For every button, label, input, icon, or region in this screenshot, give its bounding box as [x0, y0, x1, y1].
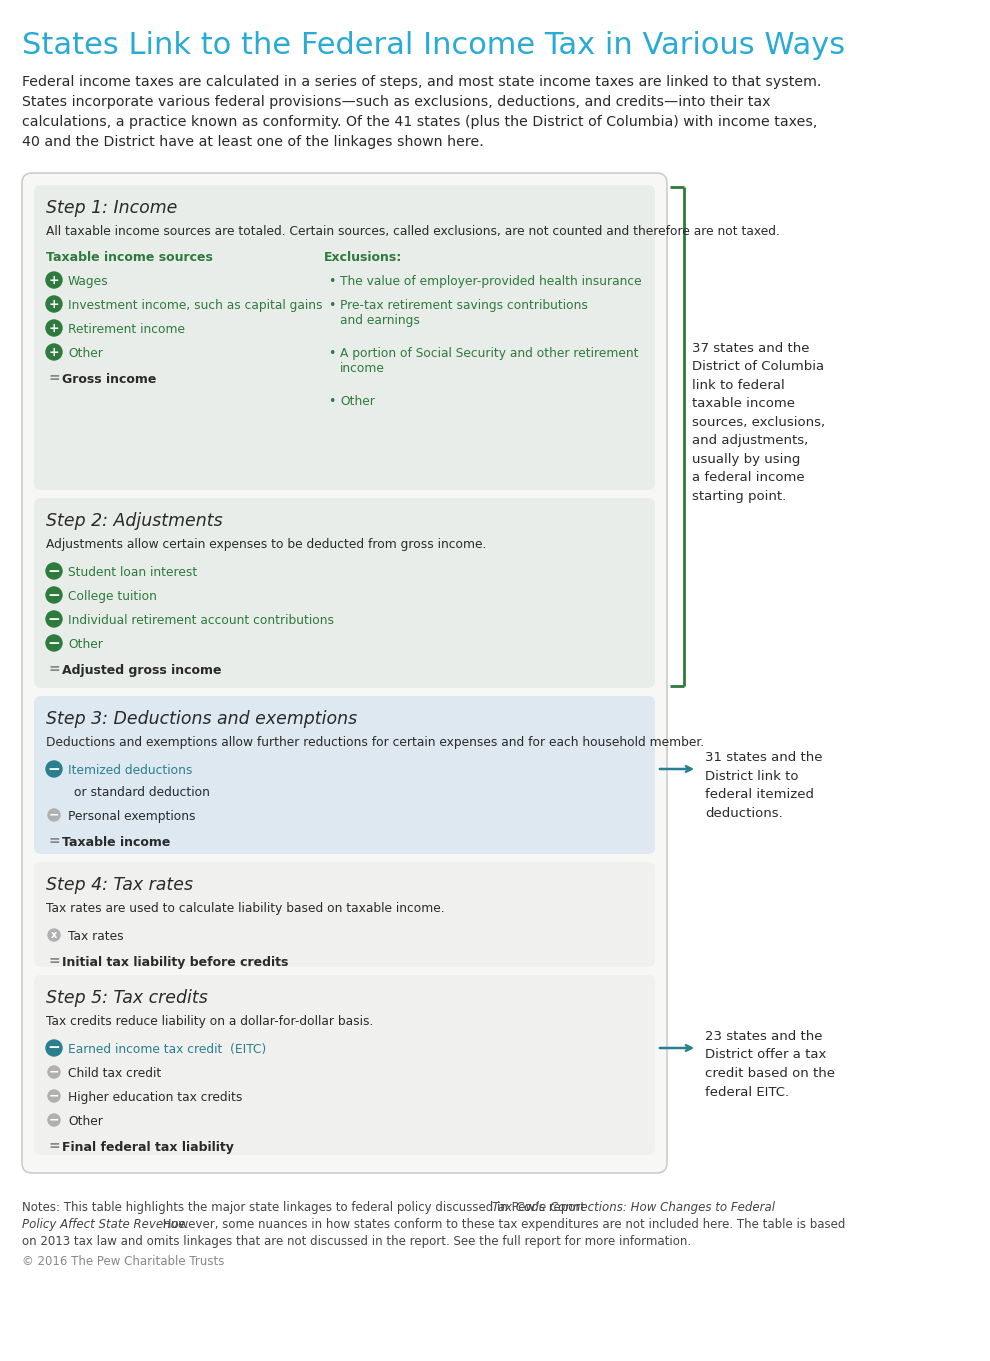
- Text: College tuition: College tuition: [68, 591, 156, 603]
- FancyBboxPatch shape: [34, 185, 655, 490]
- Text: Gross income: Gross income: [62, 373, 156, 387]
- Text: Tax credits reduce liability on a dollar-for-dollar basis.: Tax credits reduce liability on a dollar…: [46, 1015, 373, 1028]
- Text: A portion of Social Security and other retirement
income: A portion of Social Security and other r…: [340, 347, 639, 376]
- Circle shape: [46, 761, 62, 777]
- Text: Wages: Wages: [68, 275, 109, 289]
- FancyBboxPatch shape: [34, 498, 655, 689]
- Text: 31 states and the
District link to
federal itemized
deductions.: 31 states and the District link to feder…: [705, 751, 823, 819]
- Text: −: −: [48, 588, 60, 603]
- Text: +: +: [49, 274, 59, 287]
- Text: +: +: [49, 298, 59, 310]
- Text: Investment income, such as capital gains: Investment income, such as capital gains: [68, 299, 323, 312]
- Text: Step 3: Deductions and exemptions: Step 3: Deductions and exemptions: [46, 710, 357, 728]
- Text: However, some nuances in how states conform to these tax expenditures are not in: However, some nuances in how states conf…: [159, 1218, 845, 1230]
- Text: Notes: This table highlights the major state linkages to federal policy discusse: Notes: This table highlights the major s…: [22, 1200, 589, 1214]
- Text: −: −: [49, 1113, 59, 1127]
- Text: Final federal tax liability: Final federal tax liability: [62, 1141, 234, 1154]
- FancyBboxPatch shape: [22, 173, 667, 1173]
- Text: −: −: [49, 1066, 59, 1078]
- Circle shape: [48, 1090, 60, 1102]
- Text: States Link to the Federal Income Tax in Various Ways: States Link to the Federal Income Tax in…: [22, 31, 845, 60]
- Text: Other: Other: [68, 638, 103, 651]
- Text: Personal exemptions: Personal exemptions: [68, 810, 195, 823]
- Text: Pre-tax retirement savings contributions
and earnings: Pre-tax retirement savings contributions…: [340, 299, 588, 327]
- Text: on 2013 tax law and omits linkages that are not discussed in the report. See the: on 2013 tax law and omits linkages that …: [22, 1234, 691, 1248]
- Text: −: −: [48, 1041, 60, 1056]
- Text: −: −: [49, 808, 59, 822]
- Circle shape: [48, 1115, 60, 1126]
- Text: Taxable income sources: Taxable income sources: [46, 250, 213, 264]
- Text: +: +: [49, 321, 59, 335]
- Text: Adjustments allow certain expenses to be deducted from gross income.: Adjustments allow certain expenses to be…: [46, 538, 486, 551]
- Text: •: •: [328, 395, 336, 408]
- Text: Step 4: Tax rates: Step 4: Tax rates: [46, 876, 193, 894]
- Text: =: =: [48, 954, 59, 968]
- Text: =: =: [48, 372, 59, 385]
- Text: Initial tax liability before credits: Initial tax liability before credits: [62, 955, 288, 969]
- Text: Step 2: Adjustments: Step 2: Adjustments: [46, 512, 223, 529]
- Text: −: −: [48, 636, 60, 651]
- Text: x: x: [50, 930, 57, 940]
- Circle shape: [48, 1066, 60, 1078]
- Text: −: −: [49, 1090, 59, 1102]
- Circle shape: [46, 611, 62, 627]
- Text: 37 states and the
District of Columbia
link to federal
taxable income
sources, e: 37 states and the District of Columbia l…: [692, 342, 825, 502]
- Text: © 2016 The Pew Charitable Trusts: © 2016 The Pew Charitable Trusts: [22, 1255, 225, 1268]
- Text: All taxable income sources are totaled. Certain sources, called exclusions, are : All taxable income sources are totaled. …: [46, 225, 780, 238]
- Text: Higher education tax credits: Higher education tax credits: [68, 1092, 243, 1104]
- Text: Earned income tax credit  (EITC): Earned income tax credit (EITC): [68, 1043, 266, 1056]
- Text: Deductions and exemptions allow further reductions for certain expenses and for : Deductions and exemptions allow further …: [46, 736, 704, 749]
- Text: =: =: [48, 834, 59, 848]
- Circle shape: [46, 636, 62, 651]
- Circle shape: [46, 320, 62, 336]
- Text: Tax rates are used to calculate liability based on taxable income.: Tax rates are used to calculate liabilit…: [46, 902, 445, 915]
- Circle shape: [46, 272, 62, 289]
- Text: Taxable income: Taxable income: [62, 836, 170, 849]
- Text: Individual retirement account contributions: Individual retirement account contributi…: [68, 614, 334, 627]
- Text: +: +: [49, 346, 59, 358]
- Text: Other: Other: [68, 347, 103, 361]
- Circle shape: [48, 930, 60, 940]
- Text: 23 states and the
District offer a tax
credit based on the
federal EITC.: 23 states and the District offer a tax c…: [705, 1030, 835, 1098]
- Text: −: −: [48, 563, 60, 578]
- Text: Federal income taxes are calculated in a series of steps, and most state income : Federal income taxes are calculated in a…: [22, 75, 822, 150]
- Circle shape: [46, 563, 62, 578]
- Circle shape: [46, 1040, 62, 1056]
- Text: Student loan interest: Student loan interest: [68, 566, 197, 578]
- Text: Exclusions:: Exclusions:: [324, 250, 402, 264]
- Text: =: =: [48, 661, 59, 676]
- Text: Child tax credit: Child tax credit: [68, 1067, 161, 1081]
- Circle shape: [46, 295, 62, 312]
- Text: Retirement income: Retirement income: [68, 323, 185, 336]
- Text: Step 5: Tax credits: Step 5: Tax credits: [46, 989, 208, 1007]
- Text: or standard deduction: or standard deduction: [74, 787, 210, 799]
- Text: Other: Other: [340, 395, 375, 408]
- Text: •: •: [328, 347, 336, 361]
- Circle shape: [48, 808, 60, 821]
- Text: Tax Code Connections: How Changes to Federal: Tax Code Connections: How Changes to Fed…: [492, 1200, 775, 1214]
- Text: The value of employer-provided health insurance: The value of employer-provided health in…: [340, 275, 642, 289]
- Text: Policy Affect State Revenue.: Policy Affect State Revenue.: [22, 1218, 189, 1230]
- Text: Itemized deductions: Itemized deductions: [68, 764, 192, 777]
- Text: Adjusted gross income: Adjusted gross income: [62, 664, 222, 676]
- Text: Tax rates: Tax rates: [68, 930, 124, 943]
- Text: Step 1: Income: Step 1: Income: [46, 199, 177, 216]
- FancyBboxPatch shape: [34, 695, 655, 853]
- Text: =: =: [48, 1139, 59, 1153]
- FancyBboxPatch shape: [34, 974, 655, 1155]
- FancyBboxPatch shape: [34, 862, 655, 968]
- Circle shape: [46, 587, 62, 603]
- Text: •: •: [328, 275, 336, 289]
- Text: −: −: [48, 762, 60, 777]
- Text: •: •: [328, 299, 336, 312]
- Text: −: −: [48, 611, 60, 626]
- Text: Other: Other: [68, 1115, 103, 1128]
- Circle shape: [46, 344, 62, 361]
